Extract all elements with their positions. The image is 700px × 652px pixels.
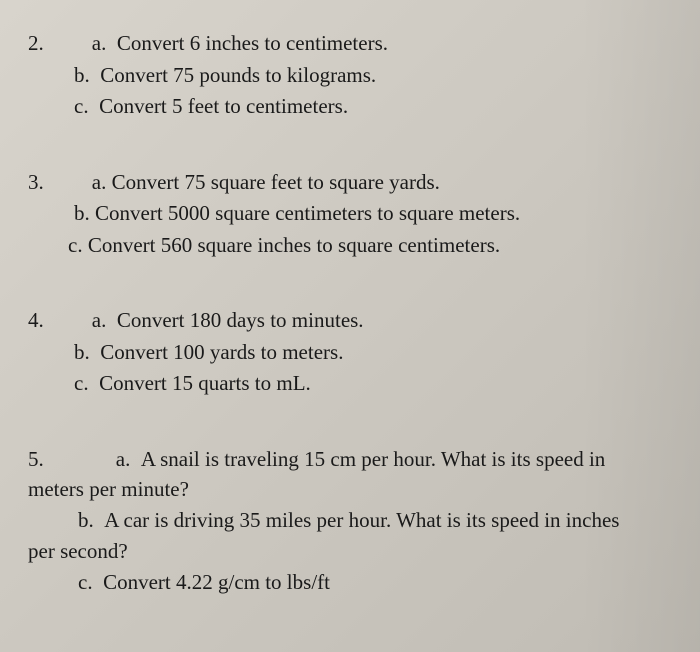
question-3-line-b: b. Convert 5000 square centimeters to sq…	[28, 198, 660, 230]
question-4-line-b: b. Convert 100 yards to meters.	[28, 337, 660, 369]
question-5-line-a-cont: meters per minute?	[28, 474, 660, 506]
item-continuation: meters per minute?	[28, 477, 189, 501]
item-letter: b.	[74, 63, 90, 87]
question-4-line-a: 4. a. Convert 180 days to minutes.	[28, 305, 660, 337]
item-text: A snail is traveling 15 cm per hour. Wha…	[141, 447, 605, 471]
item-letter: b.	[78, 508, 94, 532]
item-text: Convert 6 inches to centimeters.	[117, 31, 388, 55]
item-text: Convert 15 quarts to mL.	[99, 371, 311, 395]
question-3-line-a: 3. a. Convert 75 square feet to square ya…	[28, 167, 660, 199]
question-number: 2.	[28, 28, 44, 60]
item-letter: b.	[74, 201, 90, 225]
item-text: Convert 180 days to minutes.	[117, 308, 364, 332]
item-text: Convert 5 feet to centimeters.	[99, 94, 348, 118]
question-2-line-a: 2. a. Convert 6 inches to centimeters.	[28, 28, 660, 60]
question-5-line-a: 5. a. A snail is traveling 15 cm per hour…	[28, 444, 660, 474]
question-5-line-b-cont: per second?	[28, 536, 660, 568]
item-text: Convert 75 square feet to square yards.	[112, 170, 440, 194]
item-letter: c.	[78, 570, 93, 594]
question-number: 3.	[28, 167, 44, 199]
item-text: A car is driving 35 miles per hour. What…	[104, 508, 619, 532]
question-3-line-c: c. Convert 560 square inches to square c…	[28, 230, 660, 262]
item-letter: b.	[74, 340, 90, 364]
item-text: Convert 75 pounds to kilograms.	[100, 63, 376, 87]
item-text: Convert 100 yards to meters.	[100, 340, 343, 364]
question-4: 4. a. Convert 180 days to minutes. b. Con…	[28, 305, 660, 400]
question-4-line-c: c. Convert 15 quarts to mL.	[28, 368, 660, 400]
item-letter: a.	[92, 308, 107, 332]
item-letter: a.	[92, 170, 107, 194]
item-letter: c.	[74, 94, 89, 118]
item-letter: a.	[116, 447, 131, 471]
question-3: 3. a. Convert 75 square feet to square ya…	[28, 167, 660, 262]
question-2: 2. a. Convert 6 inches to centimeters. b.…	[28, 28, 660, 123]
question-number: 4.	[28, 305, 44, 337]
item-letter: c.	[68, 233, 83, 257]
question-number: 5.	[28, 444, 44, 474]
item-letter: a.	[92, 31, 107, 55]
question-5-line-c: c. Convert 4.22 g/cm to lbs/ft	[28, 567, 660, 597]
item-letter: c.	[74, 371, 89, 395]
item-text: Convert 5000 square centimeters to squar…	[95, 201, 520, 225]
question-2-line-b: b. Convert 75 pounds to kilograms.	[28, 60, 660, 92]
question-5-line-b: b. A car is driving 35 miles per hour. W…	[28, 505, 660, 535]
item-text: Convert 560 square inches to square cent…	[88, 233, 500, 257]
item-text: Convert 4.22 g/cm to lbs/ft	[103, 570, 330, 594]
question-5: 5. a. A snail is traveling 15 cm per hour…	[28, 444, 660, 598]
question-2-line-c: c. Convert 5 feet to centimeters.	[28, 91, 660, 123]
item-continuation: per second?	[28, 539, 128, 563]
